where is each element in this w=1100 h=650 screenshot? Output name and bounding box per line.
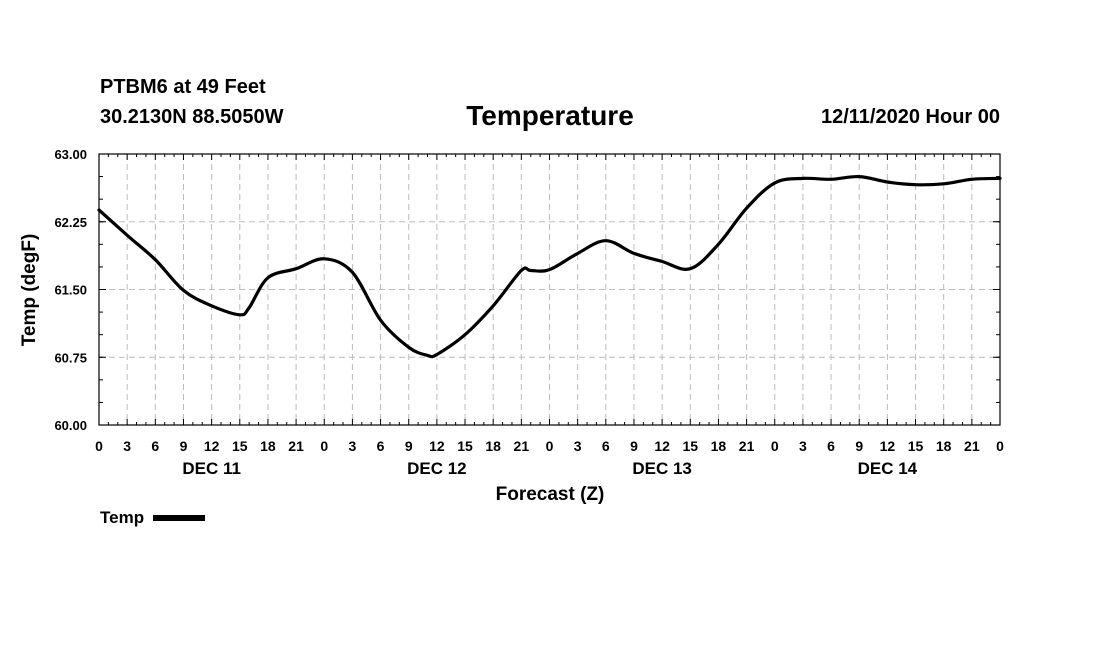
axis-ticks [98, 153, 1001, 426]
x-tick-label: 21 [964, 438, 980, 454]
x-tick-label: 3 [349, 438, 357, 454]
x-tick-label: 15 [457, 438, 473, 454]
x-tick-label: 18 [936, 438, 952, 454]
x-tick-label: 18 [260, 438, 276, 454]
x-tick-label: 15 [682, 438, 698, 454]
x-tick-label: 0 [320, 438, 328, 454]
x-tick-label: 21 [514, 438, 530, 454]
x-tick-label: 3 [574, 438, 582, 454]
x-tick-label: 6 [602, 438, 610, 454]
x-tick-label: 21 [739, 438, 755, 454]
x-tick-label: 3 [799, 438, 807, 454]
station-label: PTBM6 at 49 Feet [100, 76, 266, 98]
x-tick-label: 15 [232, 438, 248, 454]
day-label: DEC 14 [858, 459, 918, 478]
y-tick-labels: 60.00 60.75 61.50 62.25 63.00 [54, 147, 87, 433]
coordinates-label: 30.2130N 88.5050W [100, 106, 284, 128]
x-tick-label: 0 [996, 438, 1004, 454]
y-tick-label: 63.00 [54, 147, 87, 162]
x-tick-label: 9 [405, 438, 413, 454]
y-tick-label: 61.50 [54, 283, 87, 298]
x-tick-label: 9 [180, 438, 188, 454]
x-tick-label: 18 [711, 438, 727, 454]
temp-series-line [97, 174, 1002, 359]
x-tick-label: 3 [123, 438, 131, 454]
x-tick-label: 12 [654, 438, 670, 454]
x-tick-label: 6 [827, 438, 835, 454]
x-axis-title: Forecast (Z) [496, 484, 605, 505]
day-label: DEC 11 [182, 459, 241, 478]
x-tick-label: 9 [855, 438, 863, 454]
y-axis-title: Temp (degF) [19, 234, 40, 347]
x-tick-label: 15 [908, 438, 924, 454]
legend-swatch-line [153, 515, 206, 521]
x-tick-label: 0 [546, 438, 554, 454]
x-tick-label: 12 [204, 438, 220, 454]
legend: Temp [100, 508, 206, 528]
x-tick-label: 0 [95, 438, 103, 454]
day-labels: DEC 11 DEC 12 DEC 13 DEC 14 [182, 459, 917, 478]
y-tick-label: 60.00 [54, 418, 87, 433]
x-tick-label: 6 [377, 438, 385, 454]
day-label: DEC 13 [632, 459, 692, 478]
x-tick-label: 0 [771, 438, 779, 454]
x-tick-label: 6 [151, 438, 159, 454]
x-tick-label: 18 [485, 438, 501, 454]
day-label: DEC 12 [407, 459, 467, 478]
grid-lines [99, 154, 1000, 425]
x-tick-labels: 0 3 6 9 12 15 18 21 0 3 6 9 12 15 18 21 0 3 6 9 12 15 18 21 0 3 6 9… [95, 438, 1004, 454]
x-tick-label: 12 [880, 438, 896, 454]
chart-title: Temperature [466, 100, 634, 131]
y-tick-label: 60.75 [54, 350, 87, 365]
x-tick-label: 21 [288, 438, 304, 454]
x-tick-label: 12 [429, 438, 445, 454]
legend-label: Temp [100, 508, 145, 527]
y-tick-label: 62.25 [54, 215, 87, 230]
x-tick-label: 9 [630, 438, 638, 454]
forecast-datetime: 12/11/2020 Hour 00 [820, 106, 1000, 128]
